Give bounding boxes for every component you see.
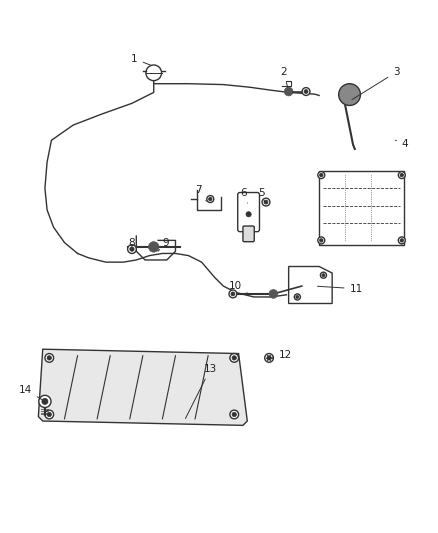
Text: 7: 7 <box>195 185 206 201</box>
FancyBboxPatch shape <box>319 171 404 245</box>
Circle shape <box>148 241 159 252</box>
Circle shape <box>318 172 325 179</box>
Circle shape <box>207 196 214 203</box>
Circle shape <box>208 197 212 201</box>
Text: 5: 5 <box>258 188 265 202</box>
Circle shape <box>47 356 51 360</box>
Text: 13: 13 <box>185 364 217 418</box>
Circle shape <box>265 353 273 362</box>
Circle shape <box>296 295 299 298</box>
Circle shape <box>320 239 323 242</box>
Circle shape <box>318 237 325 244</box>
Circle shape <box>284 87 293 96</box>
FancyBboxPatch shape <box>238 192 259 232</box>
Polygon shape <box>39 349 247 425</box>
Text: 10: 10 <box>229 281 247 293</box>
Text: 6: 6 <box>240 188 247 203</box>
Circle shape <box>232 356 237 360</box>
Circle shape <box>229 290 237 298</box>
Text: 1: 1 <box>131 54 151 66</box>
Circle shape <box>398 237 405 244</box>
Text: 2: 2 <box>280 67 288 87</box>
Circle shape <box>294 294 300 300</box>
Circle shape <box>45 353 53 362</box>
Circle shape <box>400 239 403 242</box>
Circle shape <box>264 200 268 204</box>
Circle shape <box>45 410 53 419</box>
Text: 11: 11 <box>318 284 363 294</box>
Circle shape <box>398 172 405 179</box>
FancyBboxPatch shape <box>243 226 254 241</box>
Text: 3: 3 <box>352 67 400 100</box>
Circle shape <box>232 413 237 417</box>
Circle shape <box>267 356 271 360</box>
Text: 14: 14 <box>19 385 42 400</box>
Circle shape <box>339 84 360 106</box>
Circle shape <box>230 353 239 362</box>
Circle shape <box>400 173 403 177</box>
Circle shape <box>322 273 325 277</box>
Text: 9: 9 <box>158 238 169 251</box>
Circle shape <box>42 398 48 405</box>
Circle shape <box>47 413 51 417</box>
Circle shape <box>231 292 235 296</box>
Circle shape <box>39 395 51 408</box>
Circle shape <box>262 198 270 206</box>
Circle shape <box>321 272 326 278</box>
Text: 8: 8 <box>128 238 135 248</box>
Circle shape <box>269 289 278 298</box>
Text: 4: 4 <box>395 139 408 149</box>
Circle shape <box>320 173 323 177</box>
Circle shape <box>130 247 134 251</box>
Circle shape <box>302 87 310 95</box>
Circle shape <box>127 245 136 254</box>
Circle shape <box>230 410 239 419</box>
Circle shape <box>146 65 162 80</box>
Text: 12: 12 <box>272 350 292 360</box>
Circle shape <box>246 212 251 217</box>
Circle shape <box>304 90 308 93</box>
